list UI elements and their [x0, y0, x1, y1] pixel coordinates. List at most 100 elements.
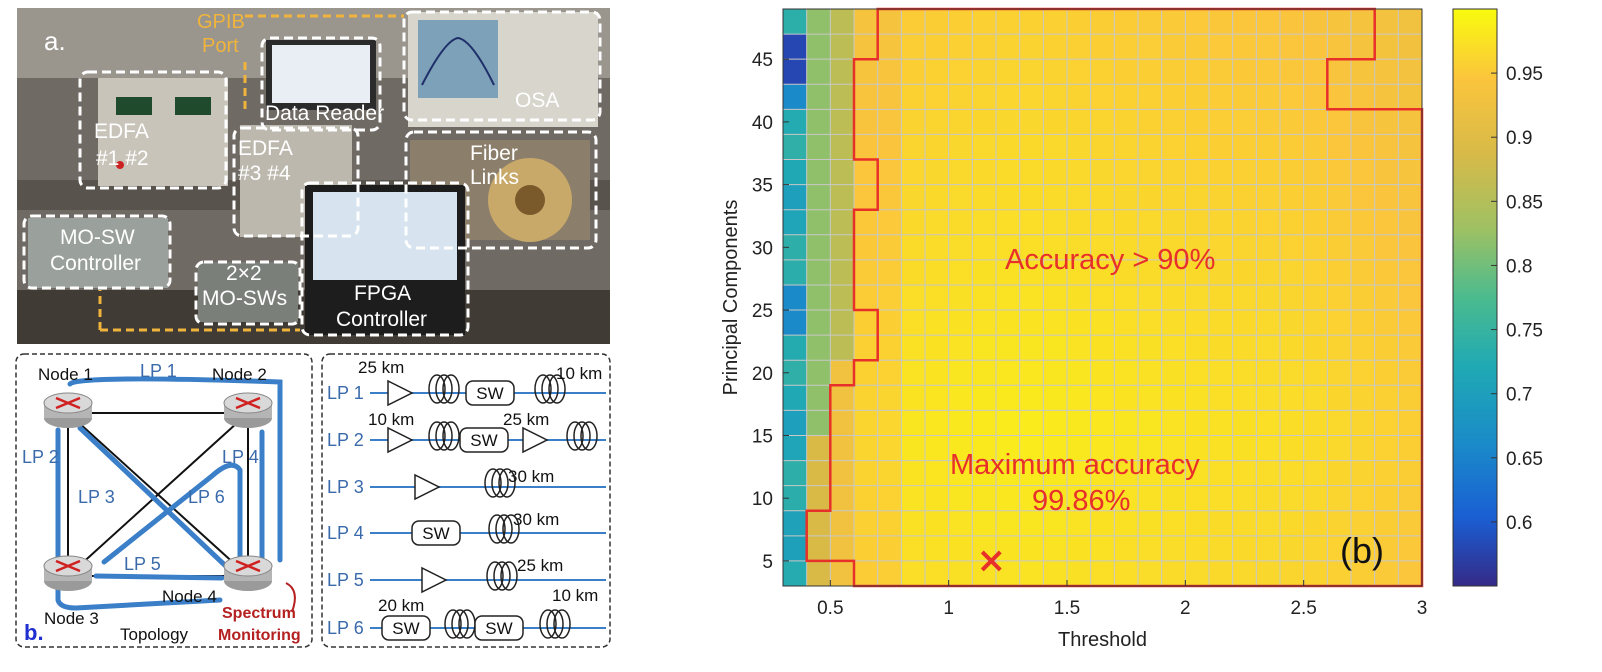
heatmap-cell — [877, 510, 902, 536]
heatmap-cell — [948, 310, 973, 336]
heatmap-cell — [925, 535, 949, 561]
fiber-coil-icon — [580, 421, 598, 451]
heatmap-cell — [1351, 284, 1375, 311]
y-tick-label: 40 — [752, 113, 773, 134]
y-tick-label: 30 — [752, 238, 773, 259]
heatmap-cell — [1232, 134, 1257, 160]
heatmap-cell — [1090, 360, 1115, 386]
heatmap-cell — [925, 335, 949, 361]
heatmap-cell — [1327, 560, 1351, 586]
heatmap-cell — [1232, 510, 1257, 536]
heatmap-cell — [1019, 360, 1044, 386]
mosw-ctrl-box — [22, 214, 172, 290]
heatmap-cell — [1043, 134, 1067, 160]
heatmap-cell — [1303, 385, 1328, 411]
switch-label: SW — [485, 619, 512, 638]
heatmap-cell — [877, 59, 902, 85]
heatmap-cell — [1327, 109, 1351, 135]
heatmap-cell — [1256, 510, 1280, 536]
heatmap-cell — [1067, 335, 1091, 361]
heatmap-cell — [1114, 435, 1138, 461]
heatmap-cell — [948, 84, 973, 110]
colorbar-tick-label: 0.7 — [1506, 385, 1532, 406]
fiber-coil-icon — [539, 609, 557, 639]
heatmap-cell — [1209, 560, 1233, 586]
data-reader-label: Data Reader — [265, 102, 384, 125]
heatmap-cell — [925, 84, 949, 110]
heatmap-cell — [1351, 184, 1375, 210]
heatmap-cell — [901, 9, 925, 35]
heatmap-cell — [1327, 335, 1351, 361]
heatmap-cell — [783, 234, 807, 260]
heatmap-cell — [1090, 460, 1115, 486]
heatmap-cell — [1374, 259, 1399, 285]
heatmap-cell — [1138, 84, 1162, 110]
heatmap-cell — [1161, 184, 1186, 210]
heatmap-cell — [1256, 109, 1280, 135]
heatmap-cell — [783, 560, 807, 586]
heatmap-cell — [1256, 335, 1280, 361]
gpib-label-1: GPIB — [197, 11, 245, 33]
heatmap-cell — [1019, 485, 1044, 511]
fiber-coil-icon — [573, 421, 591, 451]
heatmap-cell — [830, 535, 854, 561]
heatmap-cell — [830, 510, 854, 536]
heatmap-cell — [1232, 84, 1257, 110]
heatmap-cell — [830, 109, 854, 135]
heatmap-cell — [1043, 184, 1067, 210]
fiber-coil-icon — [428, 421, 446, 451]
amplifier-icon — [387, 379, 414, 407]
heatmap-cell — [1161, 159, 1186, 185]
heatmap-cell — [1019, 310, 1044, 336]
heatmap-cell — [1114, 460, 1138, 486]
heatmap-cell — [1185, 510, 1209, 536]
heatmap-cell — [1043, 109, 1067, 135]
topology-caption: Topology — [120, 625, 189, 644]
switch-label: SW — [476, 384, 503, 403]
heatmap-cell — [1398, 209, 1422, 235]
heatmap-cell — [1398, 259, 1422, 285]
heatmap-cell — [901, 234, 925, 260]
heatmap-cell — [877, 209, 902, 235]
heatmap-cell — [1090, 284, 1115, 311]
heatmap-cell — [1090, 510, 1115, 536]
heatmap-cell — [877, 410, 902, 436]
heatmap-cell — [1256, 134, 1280, 160]
heatmap-cell — [1090, 59, 1115, 85]
heatmap-cell — [901, 310, 925, 336]
heatmap-cell — [1209, 159, 1233, 185]
heatmap-cell — [901, 535, 925, 561]
heatmap-cell — [996, 134, 1020, 160]
heatmap-cell — [972, 535, 996, 561]
heatmap-cell — [1067, 410, 1091, 436]
heatmap-cell — [1161, 109, 1186, 135]
heatmap-cell — [877, 435, 902, 461]
fiber-coil-icon — [500, 561, 518, 591]
heatmap-cell — [806, 259, 831, 285]
heatmap-cell — [1351, 560, 1375, 586]
heatmap-cell — [1209, 435, 1233, 461]
heatmap-cell — [830, 460, 854, 486]
heatmap-cell — [1280, 560, 1304, 586]
edfa12-led — [116, 161, 124, 169]
x-tick-label: 1.5 — [1054, 598, 1080, 619]
heatmap-cell — [806, 184, 831, 210]
heatmap-cell — [1090, 310, 1115, 336]
panel-a-label: a. — [44, 26, 66, 56]
heatmap-cell — [1043, 284, 1067, 311]
heatmap-cell — [1256, 310, 1280, 336]
heatmap-cell — [1043, 234, 1067, 260]
heatmap-cell — [830, 184, 854, 210]
heatmap-cell — [1043, 159, 1067, 185]
heatmap-cell — [901, 184, 925, 210]
heatmap-cell — [1138, 184, 1162, 210]
heatmap-cell — [1351, 360, 1375, 386]
heatmap-cell — [1114, 59, 1138, 85]
heatmap-cell — [806, 460, 831, 486]
mosw-ctrl-label-1: MO-SW — [60, 226, 135, 249]
heatmap-cell — [1351, 485, 1375, 511]
heatmap-cell — [1067, 284, 1091, 311]
heatmap-cell — [1090, 535, 1115, 561]
panel-b-topology: Node 1 Node 2 Node 3 Node 4 Topology LP … — [15, 353, 313, 648]
heatmap-cell — [830, 360, 854, 386]
